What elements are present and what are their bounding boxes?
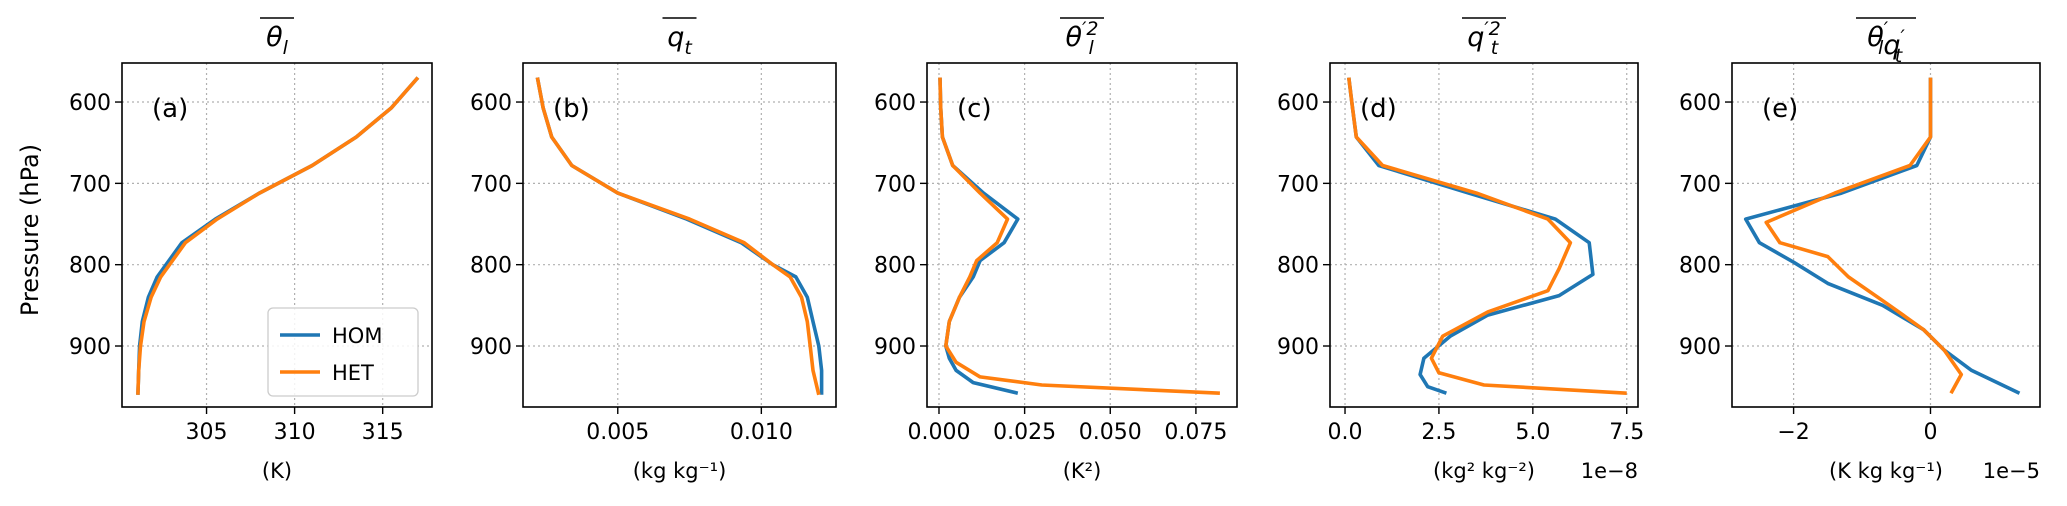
x-axis-label: (K) [262,459,292,483]
panel-label: (b) [553,94,590,124]
y-tick-label: 600 [1679,91,1721,116]
panel-label: (c) [957,94,992,124]
x-axis-label: (kg kg⁻¹) [633,459,727,483]
panel-label: (a) [152,94,188,124]
x-tick-label: 0.000 [907,420,970,445]
y-tick-label: 900 [470,335,512,360]
y-tick-label: 700 [69,172,111,197]
y-tick-label: 700 [874,172,916,197]
x-tick-label: 310 [274,420,316,445]
panel-label: (d) [1360,94,1397,124]
x-axis-label: (kg² kg⁻²) [1433,459,1535,483]
y-axis-label: Pressure (hPa) [16,144,44,316]
y-tick-label: 600 [874,91,916,116]
x-tick-label: 315 [362,420,404,445]
panel-5: 600 700 800 900 −2 0 (K kg kg⁻¹) 1e−5 (e) θ′ lq′ t [1679,17,2041,483]
panel-title: qt [667,22,693,59]
offset-text: 1e−5 [1983,459,2040,483]
legend-label-het: HET [332,361,374,385]
panels: 600 700 800 900 305 310 315 (K) (a) θl 600 700 800 90… [69,17,2041,483]
legend-box [267,307,419,397]
x-tick-label: 0.010 [730,420,793,445]
panel-title: q′2 t [1467,18,1501,59]
axes-frame [121,62,433,408]
axes-frame [522,62,837,408]
x-tick-label: 2.5 [1421,420,1456,445]
series-line-het [1347,77,1627,395]
series-line-hom [535,77,824,395]
y-tick-label: 600 [69,91,111,116]
panel-1: 600 700 800 900 305 310 315 (K) (a) θl [69,17,433,483]
x-tick-label: 0.050 [1079,420,1142,445]
y-tick-label: 800 [1679,254,1721,279]
axes-frame [1731,62,2041,408]
panel-title: θl [266,22,289,59]
y-tick-label: 900 [1277,335,1319,360]
x-tick-label: 305 [186,420,228,445]
x-tick-label: 5.0 [1515,420,1550,445]
y-tick-label: 800 [69,254,111,279]
series-line-het [136,76,420,395]
series-line-het [535,77,821,396]
offset-text: 1e−8 [1581,459,1638,483]
x-tick-label: −2 [1777,420,1809,445]
y-tick-label: 600 [470,91,512,116]
panel-2: 600 700 800 900 0.005 0.010(kg kg⁻¹) (b) qt [470,17,837,483]
panel-3: 600 700 800 900 0.000 0.025 0.050 0.075 (K²) (c) θ… [874,17,1238,483]
panel-title: θ′ lq′ t [1867,18,1905,67]
legend-label-hom: HOM [332,324,382,348]
x-tick-label: 0.075 [1164,420,1227,445]
x-axis-label: (K²) [1063,459,1102,483]
x-axis-label: (K kg kg⁻¹) [1829,459,1943,483]
x-tick-label: 0.0 [1328,420,1363,445]
x-tick-label: 0 [1923,420,1937,445]
y-tick-label: 700 [1679,172,1721,197]
y-tick-label: 800 [470,254,512,279]
series-line-het [1764,77,1964,395]
legend: HOM HET [267,307,419,397]
series-line-het [938,77,1220,395]
y-tick-label: 700 [470,172,512,197]
axes-frame [1329,62,1639,408]
y-tick-label: 800 [874,254,916,279]
y-tick-label: 900 [69,335,111,360]
y-tick-label: 600 [1277,91,1319,116]
y-tick-label: 800 [1277,254,1319,279]
panel-label: (e) [1762,94,1798,124]
y-tick-label: 900 [874,335,916,360]
x-tick-label: 0.025 [993,420,1056,445]
axes-frame [926,62,1238,408]
panel-title: θ′2 l [1066,18,1099,59]
y-tick-label: 900 [1679,335,1721,360]
x-tick-label: 0.005 [586,420,649,445]
x-tick-label: 7.5 [1609,420,1644,445]
panel-4: 600 700 800 900 0.0 2.5 5.0 7.5 (kg² kg⁻²) 1e−8 (d… [1277,17,1644,483]
y-tick-label: 700 [1277,172,1319,197]
